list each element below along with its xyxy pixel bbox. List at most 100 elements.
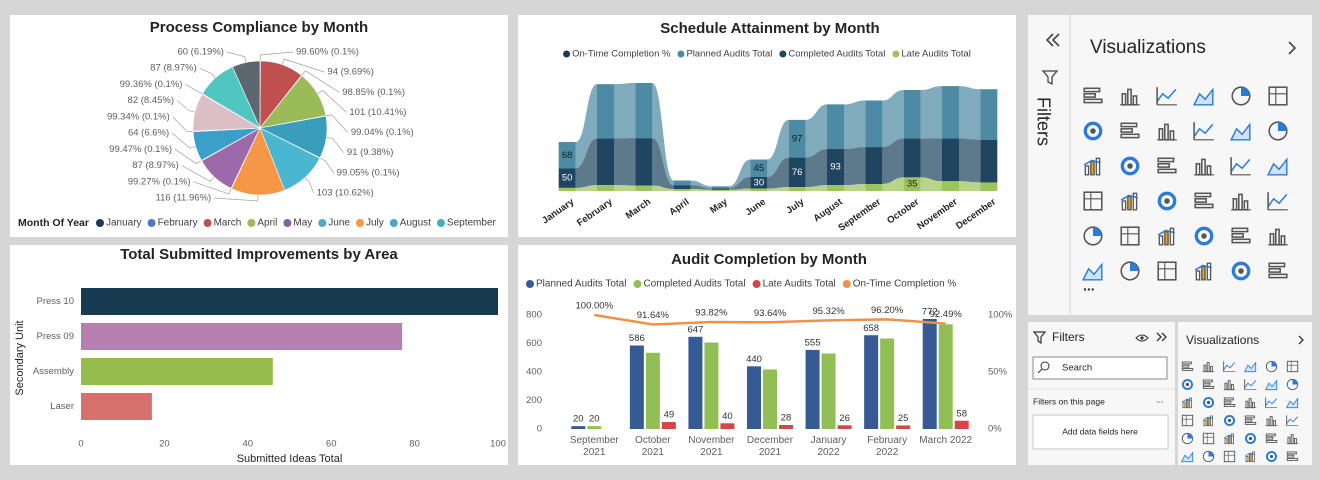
visual-icon[interactable] <box>1156 87 1177 106</box>
visual-icon[interactable] <box>1181 432 1194 445</box>
data-label: 20 <box>573 414 584 425</box>
visual-icon[interactable] <box>1202 362 1215 373</box>
visual-icon[interactable] <box>1193 122 1214 141</box>
visual-icon[interactable] <box>1083 157 1101 176</box>
drop-zone[interactable] <box>1032 414 1169 450</box>
visual-icon[interactable] <box>1083 87 1103 104</box>
visual-icon[interactable] <box>1264 379 1278 391</box>
visual-icon[interactable] <box>1157 191 1177 211</box>
visual-icon[interactable] <box>1231 261 1251 281</box>
visual-icon[interactable] <box>1223 450 1236 463</box>
data-label: 26 <box>839 413 850 424</box>
visual-icon[interactable] <box>1202 396 1215 409</box>
visual-icon[interactable] <box>1266 157 1288 176</box>
icon-part <box>1206 417 1210 427</box>
visual-icon[interactable] <box>1265 416 1278 427</box>
visual-icon[interactable] <box>1286 451 1299 461</box>
visual-icon[interactable] <box>1231 227 1251 244</box>
visual-icon[interactable] <box>1194 226 1214 246</box>
data-label: 87 (8.97%) <box>132 160 178 171</box>
visual-icon[interactable] <box>1229 122 1251 141</box>
expand-icon[interactable] <box>1298 335 1304 345</box>
icon-part <box>1185 399 1189 409</box>
visual-icon[interactable] <box>1286 378 1299 391</box>
visual-icon[interactable] <box>1245 451 1256 463</box>
visual-icon[interactable] <box>1181 414 1194 427</box>
visual-icon[interactable] <box>1120 226 1140 246</box>
visual-icon[interactable] <box>1244 379 1257 391</box>
visual-icon[interactable] <box>1244 398 1257 409</box>
ribbon-column <box>673 185 691 190</box>
visual-icon[interactable] <box>1223 361 1236 373</box>
visual-icon[interactable] <box>1286 360 1299 373</box>
visual-icon[interactable] <box>1194 158 1214 176</box>
ribbon <box>614 138 636 186</box>
visual-icon[interactable] <box>1120 88 1140 106</box>
visual-icon[interactable] <box>1268 228 1288 246</box>
visual-icon[interactable] <box>1224 433 1235 445</box>
visual-icon[interactable] <box>1265 433 1278 443</box>
visual-icon[interactable] <box>1202 379 1215 389</box>
visual-icon[interactable] <box>1265 397 1278 409</box>
visual-icon[interactable] <box>1083 226 1103 246</box>
visual-icon[interactable] <box>1244 415 1257 425</box>
visual-icon[interactable] <box>1231 193 1251 211</box>
visual-icon[interactable] <box>1081 262 1103 281</box>
visual-icon[interactable] <box>1203 415 1214 427</box>
y-tick-label: Press 10 <box>37 296 75 307</box>
visual-icon[interactable] <box>1157 261 1177 281</box>
visual-icon[interactable] <box>1267 192 1288 211</box>
visual-icon[interactable] <box>1230 157 1251 176</box>
visual-icon[interactable] <box>1192 87 1214 106</box>
icon-part <box>1223 403 1236 407</box>
visual-icon[interactable] <box>1083 121 1103 141</box>
visual-icon[interactable] <box>1265 360 1278 373</box>
visual-icon[interactable] <box>1182 397 1193 409</box>
visual-icon[interactable] <box>1120 156 1140 176</box>
icon-part <box>1290 434 1294 445</box>
section-menu[interactable]: ... <box>1156 394 1164 404</box>
ribbon-column <box>597 138 614 186</box>
visual-icon[interactable] <box>1120 192 1138 211</box>
filter-icon <box>1032 331 1047 345</box>
visual-icon[interactable] <box>1286 434 1299 445</box>
visual-icon[interactable] <box>1223 380 1236 391</box>
ribbon-column <box>750 188 768 191</box>
visual-icon[interactable] <box>1120 122 1140 139</box>
visual-icon[interactable] <box>1194 192 1214 209</box>
filters-tab[interactable]: Filters <box>1033 97 1053 146</box>
y-tick-label: Press 09 <box>37 331 75 342</box>
visual-icon[interactable] <box>1120 261 1140 281</box>
visual-icon[interactable] <box>1202 450 1215 463</box>
ribbon-column <box>712 188 729 190</box>
visual-icon[interactable] <box>1223 397 1236 407</box>
leader-line <box>176 100 196 113</box>
ribbon-column <box>635 83 653 139</box>
visual-icon[interactable] <box>1202 432 1215 445</box>
more-visuals[interactable]: ... <box>1083 278 1095 294</box>
expand-icon[interactable] <box>1288 41 1297 55</box>
visual-icon[interactable] <box>1181 361 1194 371</box>
visual-icon[interactable] <box>1157 157 1177 174</box>
visual-icon[interactable] <box>1244 432 1257 445</box>
visual-icon[interactable] <box>1243 361 1257 373</box>
visual-icon[interactable] <box>1268 121 1288 141</box>
visual-icon[interactable] <box>1194 262 1212 281</box>
visual-icon[interactable] <box>1268 262 1288 279</box>
visual-icon[interactable] <box>1286 415 1299 427</box>
visual-icon[interactable] <box>1157 123 1177 141</box>
visual-icon[interactable] <box>1083 191 1103 211</box>
visual-icon[interactable] <box>1223 414 1236 427</box>
search-box[interactable] <box>1032 356 1168 380</box>
visual-icon[interactable] <box>1180 451 1194 463</box>
visual-icon[interactable] <box>1268 86 1288 106</box>
visual-icon[interactable] <box>1181 378 1194 391</box>
visual-icon[interactable] <box>1265 450 1278 463</box>
visual-icon[interactable] <box>1285 397 1299 409</box>
visual-icon[interactable] <box>1231 86 1251 106</box>
bar <box>661 422 676 429</box>
visibility-icon[interactable] <box>1135 334 1149 342</box>
collapse-icon[interactable] <box>1156 332 1167 342</box>
collapse-icon[interactable] <box>1045 33 1060 47</box>
visual-icon[interactable] <box>1157 227 1175 246</box>
